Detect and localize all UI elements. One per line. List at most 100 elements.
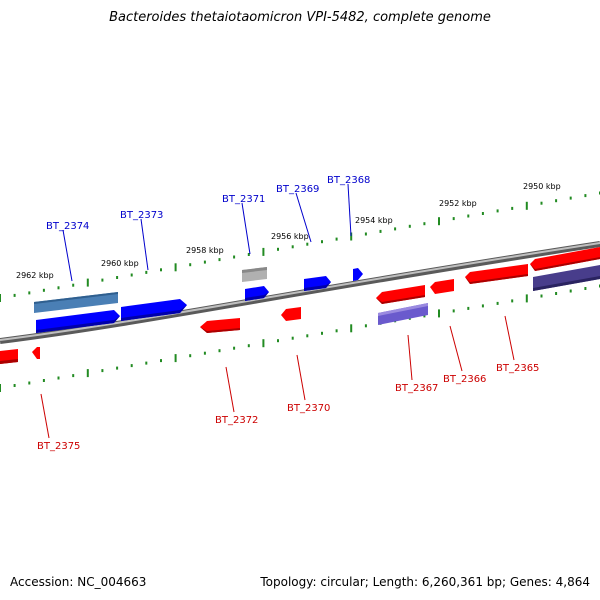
- gene-arrow[interactable]: [465, 264, 528, 284]
- major-tick: [350, 232, 353, 241]
- minor-tick: [335, 329, 338, 333]
- gene-label-bt-2371[interactable]: BT_2371: [222, 194, 265, 205]
- major-tick: [438, 309, 440, 318]
- minor-tick: [364, 232, 367, 236]
- major-tick: [525, 294, 528, 303]
- minor-tick: [511, 299, 514, 303]
- kbp-label-2960: 2960 kbp: [101, 259, 139, 268]
- major-tick: [86, 278, 89, 287]
- minor-tick: [467, 214, 470, 218]
- gene-arrow[interactable]: [353, 268, 363, 281]
- gene-arrow[interactable]: [376, 285, 425, 304]
- gene-label-bt-2370[interactable]: BT_2370: [287, 403, 330, 414]
- minor-tick: [233, 255, 236, 259]
- gene-label-bt-2367[interactable]: BT_2367: [395, 383, 438, 394]
- minor-tick: [540, 201, 543, 205]
- minor-tick: [291, 336, 294, 340]
- minor-tick: [540, 294, 543, 298]
- minor-tick: [72, 374, 75, 378]
- lower-strand-genes: [0, 247, 600, 364]
- minor-tick: [277, 247, 279, 251]
- minor-tick: [218, 349, 221, 353]
- minor-tick: [189, 354, 192, 358]
- gene-arrow[interactable]: [430, 279, 454, 294]
- minor-tick: [101, 278, 104, 282]
- minor-tick: [452, 217, 455, 221]
- major-tick: [525, 201, 528, 210]
- gene-arrow[interactable]: [32, 347, 40, 359]
- gene-label-bt-2368[interactable]: BT_2368: [327, 175, 370, 186]
- upper-tick-track: [0, 191, 600, 302]
- kbp-label-2954: 2954 kbp: [355, 216, 393, 225]
- minor-tick: [423, 222, 426, 226]
- minor-tick: [555, 199, 558, 203]
- gene-arrow[interactable]: [530, 247, 600, 271]
- major-tick: [0, 294, 1, 302]
- minor-tick: [584, 194, 587, 198]
- gene-label-leaders: [40, 183, 515, 439]
- lower-tick-track: [0, 284, 600, 392]
- gene-arrow[interactable]: [36, 310, 120, 333]
- minor-tick: [306, 242, 309, 246]
- minor-tick: [160, 268, 162, 272]
- minor-tick: [203, 260, 206, 264]
- minor-tick: [233, 346, 236, 350]
- minor-tick: [364, 324, 367, 328]
- major-tick: [262, 247, 265, 256]
- major-tick: [438, 217, 440, 226]
- minor-tick: [160, 359, 162, 363]
- minor-tick: [467, 306, 470, 310]
- minor-tick: [379, 229, 382, 233]
- gene-arrow[interactable]: [533, 265, 600, 291]
- minor-tick: [569, 289, 572, 293]
- kbp-label-2952: 2952 kbp: [439, 199, 477, 208]
- gene-arrow[interactable]: [121, 299, 187, 321]
- major-tick: [174, 354, 177, 363]
- kbp-label-2956: 2956 kbp: [271, 232, 309, 241]
- major-tick: [350, 324, 353, 333]
- minor-tick: [481, 304, 484, 308]
- gene-label-bt-2366[interactable]: BT_2366: [443, 374, 486, 385]
- accession-text: Accession: NC_004663: [10, 575, 147, 589]
- kbp-label-2962: 2962 kbp: [16, 271, 54, 280]
- minor-tick: [218, 258, 221, 262]
- gene-label-bt-2373[interactable]: BT_2373: [120, 210, 163, 221]
- gene-label-bt-2375[interactable]: BT_2375: [37, 441, 80, 452]
- major-tick: [174, 263, 177, 272]
- minor-tick: [116, 366, 119, 370]
- gene-arrow[interactable]: [34, 292, 118, 313]
- minor-tick: [569, 196, 572, 200]
- gene-label-bt-2365[interactable]: BT_2365: [496, 363, 539, 374]
- gene-label-bt-2374[interactable]: BT_2374: [46, 221, 89, 232]
- major-tick: [0, 384, 1, 392]
- minor-tick: [481, 212, 484, 215]
- minor-tick: [116, 276, 119, 279]
- minor-tick: [452, 309, 455, 313]
- minor-tick: [321, 240, 323, 244]
- minor-tick: [13, 293, 16, 297]
- minor-tick: [247, 344, 250, 348]
- kbp-label-2958: 2958 kbp: [186, 246, 224, 255]
- kbp-labels: 2962 kbp 2960 kbp 2958 kbp 2956 kbp 2954…: [16, 182, 561, 280]
- minor-tick: [72, 283, 75, 287]
- minor-tick: [42, 379, 45, 382]
- minor-tick: [28, 381, 31, 385]
- minor-tick: [423, 314, 426, 318]
- minor-tick: [408, 224, 411, 228]
- minor-tick: [145, 270, 148, 274]
- gene-arrow[interactable]: [281, 307, 301, 321]
- minor-tick: [42, 288, 45, 292]
- gene-label-bt-2369[interactable]: BT_2369: [276, 184, 319, 195]
- minor-tick: [277, 339, 279, 343]
- minor-tick: [247, 253, 250, 256]
- genome-title: Bacteroides thetaiotaomicron VPI-5482, c…: [109, 10, 491, 25]
- minor-tick: [511, 206, 514, 210]
- minor-tick: [335, 237, 338, 241]
- minor-tick: [203, 351, 206, 355]
- minor-tick: [321, 331, 323, 335]
- minor-tick: [189, 263, 192, 267]
- gene-label-bt-2372[interactable]: BT_2372: [215, 415, 258, 426]
- minor-tick: [584, 287, 587, 290]
